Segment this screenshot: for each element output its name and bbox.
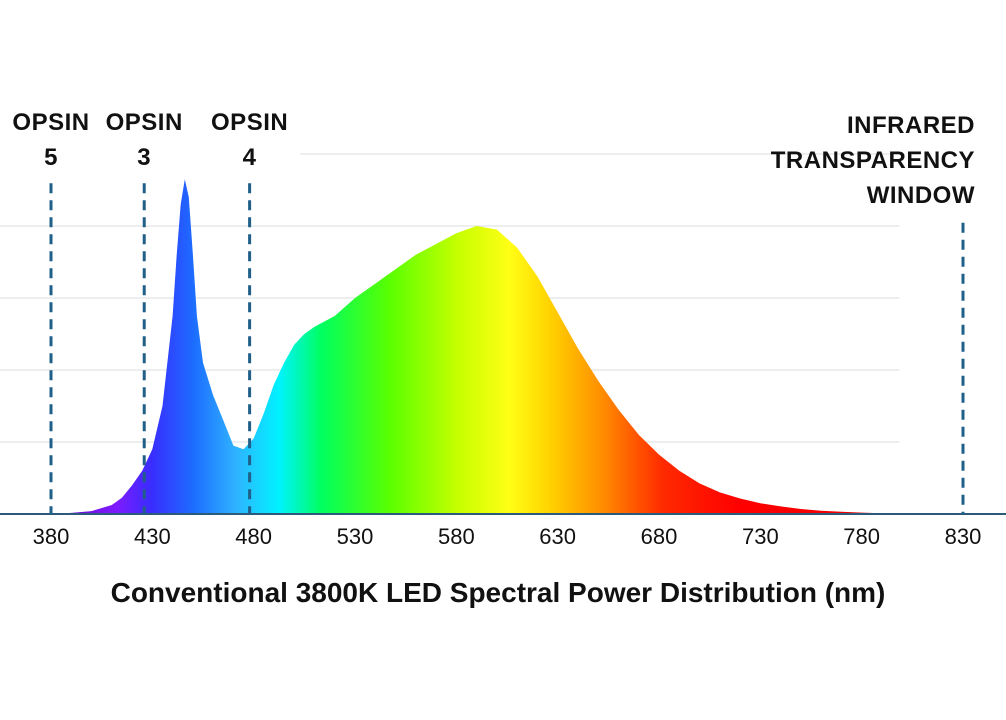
marker-lines: OPSIN 5 OPSIN 3 OPSIN 4 INFRARED TRANSPARENCY WI… (12, 109, 975, 514)
x-tick-label: 580 (438, 524, 475, 549)
x-tick-label: 530 (337, 524, 374, 549)
x-tick-label: 630 (539, 524, 576, 549)
marker-label: OPSIN (211, 109, 288, 136)
marker-label: 4 (243, 144, 257, 171)
marker-label: INFRARED (847, 112, 975, 139)
x-tick-label: 680 (641, 524, 678, 549)
x-tick-label: 480 (235, 524, 272, 549)
x-tick-label: 730 (742, 524, 779, 549)
marker-label: OPSIN (12, 109, 89, 136)
x-tick-label: 830 (945, 524, 982, 549)
spectrum-area (51, 179, 903, 514)
x-tick-label: 430 (134, 524, 171, 549)
marker-label: WINDOW (867, 182, 975, 209)
marker-label: 5 (44, 144, 58, 171)
x-axis-label: Conventional 3800K LED Spectral Power Di… (111, 577, 886, 608)
marker-label: 3 (137, 144, 151, 171)
x-tick-labels: 380 430 480 530 580 630 680 730 780 830 (33, 524, 982, 549)
x-tick-label: 380 (33, 524, 70, 549)
marker-label: TRANSPARENCY (771, 147, 975, 174)
x-tick-label: 780 (843, 524, 880, 549)
marker-label: OPSIN (106, 109, 183, 136)
